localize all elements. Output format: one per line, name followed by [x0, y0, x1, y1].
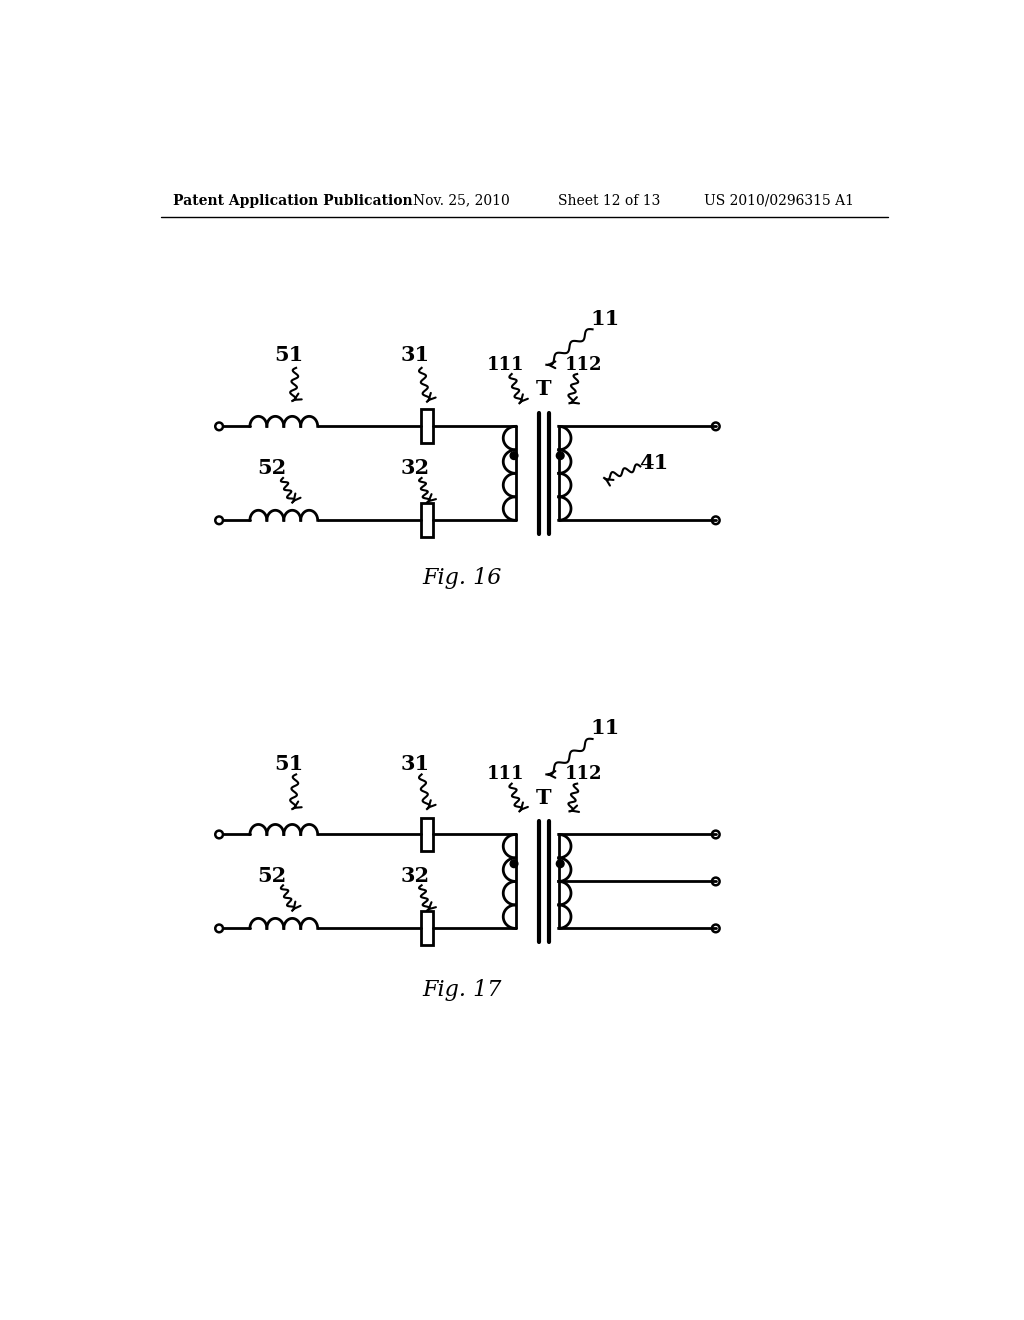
Text: 32: 32 — [401, 458, 430, 478]
Text: US 2010/0296315 A1: US 2010/0296315 A1 — [705, 194, 854, 207]
Text: 11: 11 — [590, 718, 620, 738]
Circle shape — [556, 451, 564, 459]
Text: 52: 52 — [257, 458, 286, 478]
Circle shape — [510, 451, 518, 459]
Circle shape — [556, 859, 564, 867]
Text: 31: 31 — [401, 345, 430, 364]
Circle shape — [510, 859, 518, 867]
Text: 52: 52 — [257, 866, 286, 886]
Text: 111: 111 — [486, 356, 524, 374]
Text: 41: 41 — [640, 453, 669, 473]
Text: T: T — [536, 788, 551, 808]
Text: 112: 112 — [564, 766, 602, 783]
Text: Fig. 17: Fig. 17 — [422, 979, 502, 1001]
Text: 11: 11 — [590, 309, 620, 329]
Text: 32: 32 — [401, 866, 430, 886]
Text: Fig. 16: Fig. 16 — [422, 568, 502, 589]
Text: 111: 111 — [486, 766, 524, 783]
Text: 31: 31 — [401, 754, 430, 774]
Text: Patent Application Publication: Patent Application Publication — [173, 194, 413, 207]
Text: Sheet 12 of 13: Sheet 12 of 13 — [558, 194, 660, 207]
Text: Nov. 25, 2010: Nov. 25, 2010 — [413, 194, 510, 207]
Text: T: T — [536, 379, 551, 400]
Text: 51: 51 — [273, 345, 303, 364]
Text: 51: 51 — [273, 754, 303, 774]
Text: 112: 112 — [564, 356, 602, 374]
